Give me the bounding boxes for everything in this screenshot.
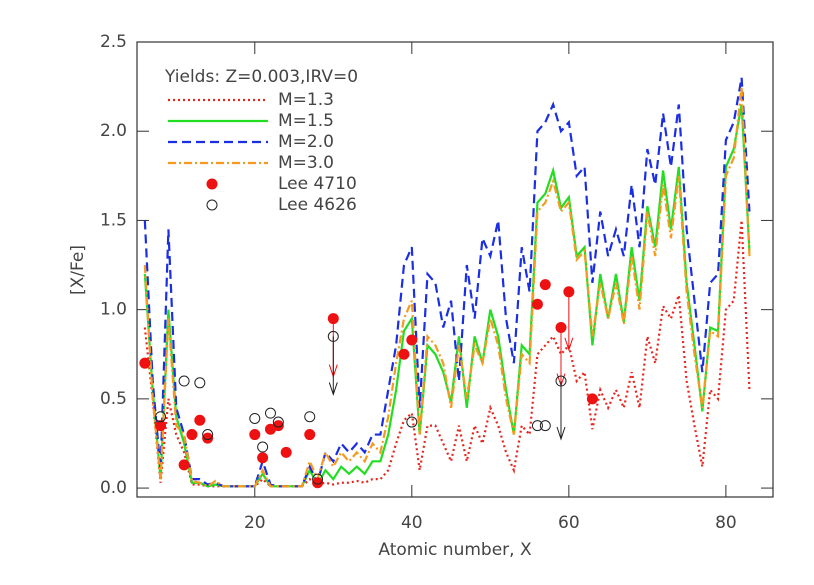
legend-title: Yields: Z=0.003,IRV=0 <box>164 67 358 87</box>
data-point <box>186 429 198 441</box>
data-point <box>555 375 567 387</box>
data-point <box>272 416 284 428</box>
data-point <box>257 441 269 453</box>
plot-frame <box>136 41 774 498</box>
series-line <box>143 77 751 488</box>
data-point <box>155 420 167 432</box>
x-tick-label: 20 <box>244 513 266 533</box>
legend-label: Lee 4710 <box>278 174 357 194</box>
data-point <box>249 429 261 441</box>
legend-label: M=1.5 <box>278 111 334 131</box>
upper-limit-arrow <box>556 381 566 441</box>
data-point <box>539 279 551 291</box>
data-point <box>304 411 316 423</box>
y-tick-label: 2.0 <box>100 121 127 141</box>
data-point <box>406 334 418 346</box>
data-point <box>586 393 598 405</box>
data-point <box>257 452 269 464</box>
data-point <box>264 407 276 419</box>
y-tick-label: 1.5 <box>100 210 127 230</box>
data-point <box>563 286 575 298</box>
data-point <box>531 420 543 432</box>
y-axis-label: [X/Fe] <box>68 245 88 295</box>
data-point <box>539 420 551 432</box>
data-point <box>155 411 167 423</box>
data-point <box>327 330 339 342</box>
data-point <box>272 420 284 432</box>
legend-swatch <box>206 178 218 190</box>
data-point <box>312 477 324 489</box>
legend-label: M=3.0 <box>278 153 334 173</box>
data-point <box>194 414 206 426</box>
x-tick-label: 40 <box>401 513 423 533</box>
data-point <box>139 357 151 369</box>
data-point <box>194 377 206 389</box>
y-tick-label: 0.0 <box>100 478 127 498</box>
data-point <box>327 313 339 325</box>
legend-label: M=2.0 <box>278 132 334 152</box>
data-point <box>304 429 316 441</box>
data-point <box>178 459 190 471</box>
legend-label: M=1.3 <box>278 90 334 110</box>
series-line <box>143 86 751 488</box>
data-point <box>531 298 543 310</box>
legend-swatch <box>206 199 218 211</box>
upper-limit-arrow <box>564 291 574 352</box>
data-point <box>398 348 410 360</box>
y-tick-label: 2.5 <box>100 32 127 52</box>
data-point <box>249 412 261 424</box>
data-point <box>178 375 190 387</box>
x-tick-label: 60 <box>558 513 580 533</box>
series-line <box>143 220 751 488</box>
x-axis-label: Atomic number, X <box>378 540 532 560</box>
y-tick-label: 1.0 <box>100 300 127 320</box>
data-point <box>312 473 324 485</box>
upper-limit-arrow <box>328 336 338 396</box>
data-point <box>280 446 292 458</box>
data-point <box>555 321 567 333</box>
y-tick-label: 0.5 <box>100 389 127 409</box>
data-point <box>202 432 214 444</box>
data-point <box>406 416 418 428</box>
x-tick-label: 80 <box>715 513 737 533</box>
data-point <box>202 429 214 441</box>
legend-label: Lee 4626 <box>278 195 357 215</box>
